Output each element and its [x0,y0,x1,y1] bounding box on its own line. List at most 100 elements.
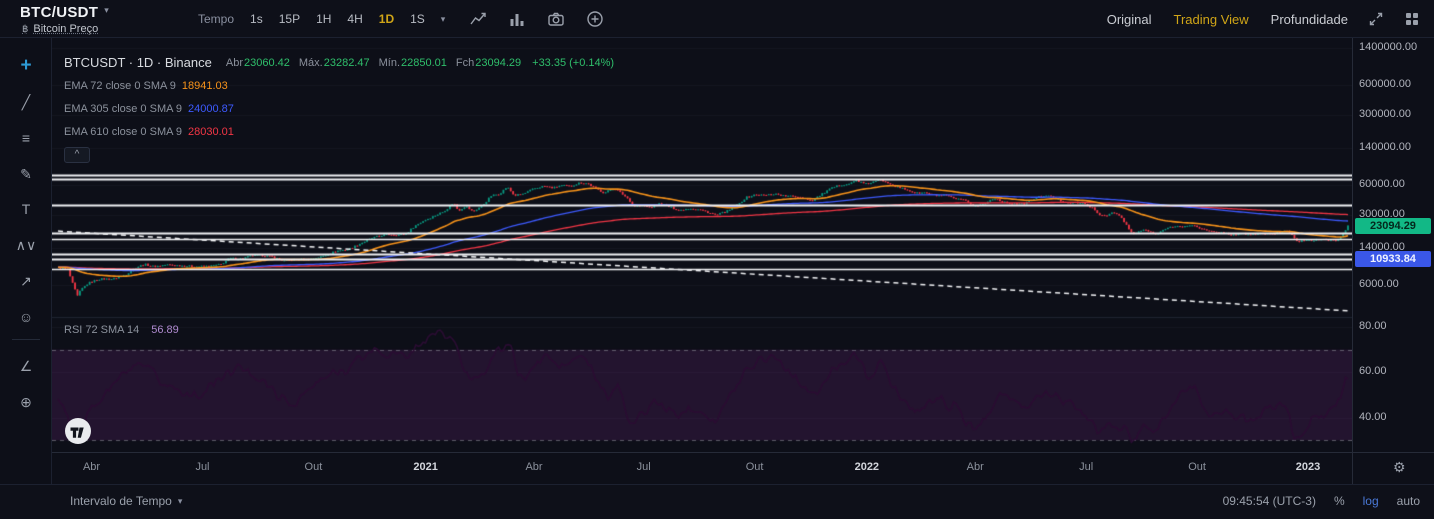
bitcoin-icon: ฿ [22,23,29,35]
axis-corner: ⚙ [1352,452,1434,484]
time-interval-selector[interactable]: Intervalo de Tempo ▾ [70,494,182,508]
time-interval-label: Intervalo de Tempo [70,494,172,508]
axis-tick: 6000.00 [1359,277,1399,290]
chevron-down-icon: ▾ [104,5,109,15]
time-tick: Abr [966,461,984,473]
close-label: Fch [455,56,475,69]
time-axis[interactable]: Abr Jul Out 2021 Abr Jul Out 2022 Abr Jul Out 2023 [52,452,1352,484]
symbol-selector[interactable]: BTC/USDT ▾ [20,4,109,21]
time-tick: Jul [195,461,210,473]
price-axis[interactable]: 1400000.00 600000.00 300000.00 140000.00 600… [1352,38,1434,452]
measure-icon[interactable]: ∠ [19,358,33,374]
bitcoin-price-label: Bitcoin Preço [33,23,99,35]
collapse-indicators-button[interactable]: ^ [64,147,90,163]
time-tick: Abr [525,461,543,473]
ema72-value: 18941.03 [181,79,228,92]
axis-tick: 600000.00 [1359,77,1411,90]
clock-label: 09:45:54 (UTC-3) [1222,494,1316,508]
axis-tick: 30000.00 [1359,208,1405,220]
close-value: 23094.29 [475,56,522,69]
chart-canvas[interactable] [52,38,1352,452]
trend-line-icon[interactable]: ╱ [21,94,31,110]
chevron-down-icon: ▾ [177,495,183,506]
low-label: Mín. [378,56,401,69]
indicator-row: EMA 72 close 0 SMA 9 18941.03 [64,74,623,97]
axis-tick: 140000.00 [1359,141,1411,154]
interval-1H[interactable]: 1H [316,12,332,26]
camera-icon[interactable] [546,9,566,29]
tab-original[interactable]: Original [1106,11,1152,27]
low-value: 22850.01 [401,56,447,69]
change-value: +33.35 (+0.14%) [532,56,615,69]
time-tick: 2021 [413,461,438,473]
interval-1S[interactable]: 1S [410,12,425,26]
ema305-value: 24000.87 [188,102,234,115]
interval-4H[interactable]: 4H [347,12,363,26]
gear-icon[interactable]: ⚙ [1393,459,1406,475]
tempo-label: Tempo [198,12,235,26]
forecast-icon[interactable]: ↗ [20,273,32,289]
open-value: 23060.42 [243,56,290,69]
tab-profundidade[interactable]: Profundidade [1270,11,1348,27]
zoom-in-icon[interactable]: ⊕ [20,394,32,410]
left-toolbar: +╱≡✎T∧∨↗☺∠⊕✏ [0,38,52,519]
layout-grid-icon[interactable] [1402,9,1422,29]
rsi-legend: RSI 72 SMA 14 56.89 [64,324,179,336]
emoji-icon[interactable]: ☺ [18,309,34,325]
line-price-label: 10933.84 [1355,250,1431,267]
time-tick: Out [1188,461,1206,473]
series-title[interactable]: BTCUSDT · 1D · Binance [64,55,212,70]
time-tick: 2023 [1295,461,1321,473]
ema610-value: 28030.01 [188,125,234,138]
view-tabs: Original Trading View Profundidade [1107,0,1348,38]
indicators-icon[interactable] [507,9,527,29]
crosshair-icon[interactable]: + [20,55,32,76]
toolbar-divider [12,339,40,340]
time-tick: Out [304,461,323,473]
log-scale-toggle[interactable]: log [1362,494,1379,508]
interval-1s[interactable]: 1s [250,12,263,26]
indicator-row: EMA 610 close 0 SMA 9 28030.01 [64,120,623,143]
rsi-label: RSI 72 SMA 14 [64,324,140,336]
tab-trading-view[interactable]: Trading View [1173,11,1249,27]
rsi-value: 56.89 [151,324,179,336]
time-tick: Jul [1079,461,1094,473]
chart-legend: BTCUSDT · 1D · Binance Abr 23060.42 Máx.… [64,51,623,163]
interval-dropdown-icon[interactable]: ▾ [440,13,446,24]
add-indicator-icon[interactable] [585,9,605,29]
axis-tick: 60000.00 [1359,177,1405,190]
interval-15P[interactable]: 15P [278,12,301,26]
xabcd-pattern-icon[interactable]: ∧∨ [15,237,37,253]
open-label: Abr [225,56,243,69]
brush-icon[interactable]: ✎ [20,166,32,182]
bitcoin-price-link[interactable]: ฿ Bitcoin Preço [22,23,98,35]
footer-right: 09:45:54 (UTC-3) % log auto [1223,494,1420,508]
ema305-label: EMA 305 close 0 SMA 9 [64,102,183,115]
tradingview-logo[interactable] [64,417,92,450]
axis-tick: 80.00 [1359,320,1387,332]
indicator-row: EMA 305 close 0 SMA 9 24000.87 [64,97,623,120]
ema610-label: EMA 610 close 0 SMA 9 [64,125,183,138]
axis-tick: 40.00 [1359,410,1387,423]
timeframe-group: Tempo 1s 15P 1H 4H 1D 1S ▾ [198,0,445,38]
interval-1D[interactable]: 1D [378,12,395,26]
maximize-icon[interactable] [1366,9,1386,29]
text-tool-icon[interactable]: T [21,201,31,217]
corner-icons [1366,0,1422,38]
topbar: BTC/USDT ▾ ฿ Bitcoin Preço Tempo 1s 15P … [0,0,1434,38]
bottombar: Intervalo de Tempo ▾ 09:45:54 (UTC-3) % … [0,484,1434,519]
fib-retracement-icon[interactable]: ≡ [21,130,31,146]
time-tick: Out [745,461,764,473]
symbol-title: BTC/USDT [20,4,99,21]
axis-tick: 60.00 [1359,365,1387,378]
auto-scale-toggle[interactable]: auto [1396,494,1420,508]
axis-tick: 300000.00 [1359,108,1411,120]
axis-tick: 14000.00 [1359,241,1405,254]
time-tick: 2022 [854,461,880,473]
high-label: Máx. [298,56,323,69]
chart-style-icon[interactable] [468,9,488,29]
chart-toolbar-icons [468,0,605,38]
ema72-label: EMA 72 close 0 SMA 9 [64,79,176,92]
high-value: 23282.47 [323,56,370,69]
percent-scale-toggle[interactable]: % [1333,494,1345,508]
